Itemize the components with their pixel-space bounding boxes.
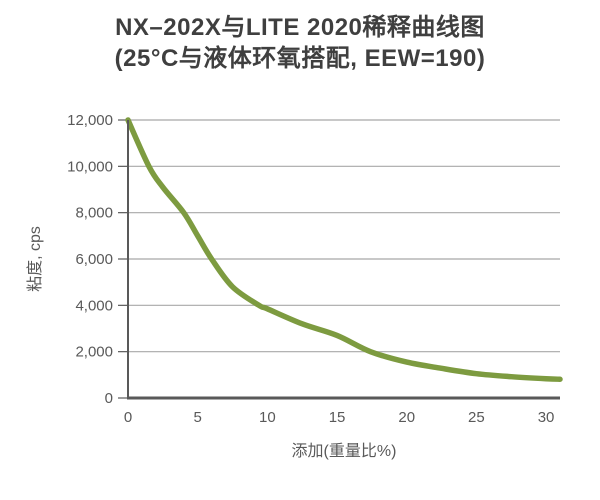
- y-axis-ticks: [118, 119, 128, 399]
- y-tick-label: 10,000: [67, 158, 113, 175]
- y-tick-label: 0: [105, 390, 113, 407]
- y-tick-label: 2,000: [75, 344, 113, 361]
- y-tick-label: 12,000: [67, 112, 113, 129]
- chart-title: NX–202X与LITE 2020稀释曲线图: [115, 14, 485, 41]
- x-tick-label: 10: [259, 409, 276, 426]
- y-axis-title: 粘度, cps: [26, 226, 44, 292]
- x-tick-label: 25: [468, 409, 485, 426]
- x-tick-label: 30: [538, 409, 555, 426]
- x-axis-tick-labels: 0 5 10 15 20 25 30: [124, 409, 555, 426]
- chart-subtitle: (25°C与液体环氧搭配, EEW=190): [114, 45, 486, 72]
- x-tick-label: 5: [194, 409, 202, 426]
- y-axis-tick-labels: 0 2,000 4,000 6,000 8,000 10,000 12,000: [67, 112, 113, 407]
- y-tick-label: 6,000: [75, 251, 113, 268]
- x-tick-label: 15: [329, 409, 346, 426]
- x-tick-label: 20: [398, 409, 415, 426]
- x-tick-label: 0: [124, 409, 132, 426]
- y-tick-label: 4,000: [75, 297, 113, 314]
- chart-title-block: NX–202X与LITE 2020稀释曲线图 (25°C与液体环氧搭配, EEW…: [0, 12, 600, 74]
- series-curves: [125, 117, 563, 382]
- gridlines: [128, 119, 560, 353]
- x-axis-title: 添加(重量比%): [292, 442, 397, 460]
- y-tick-label: 8,000: [75, 205, 113, 222]
- dilution-curve: [125, 117, 563, 382]
